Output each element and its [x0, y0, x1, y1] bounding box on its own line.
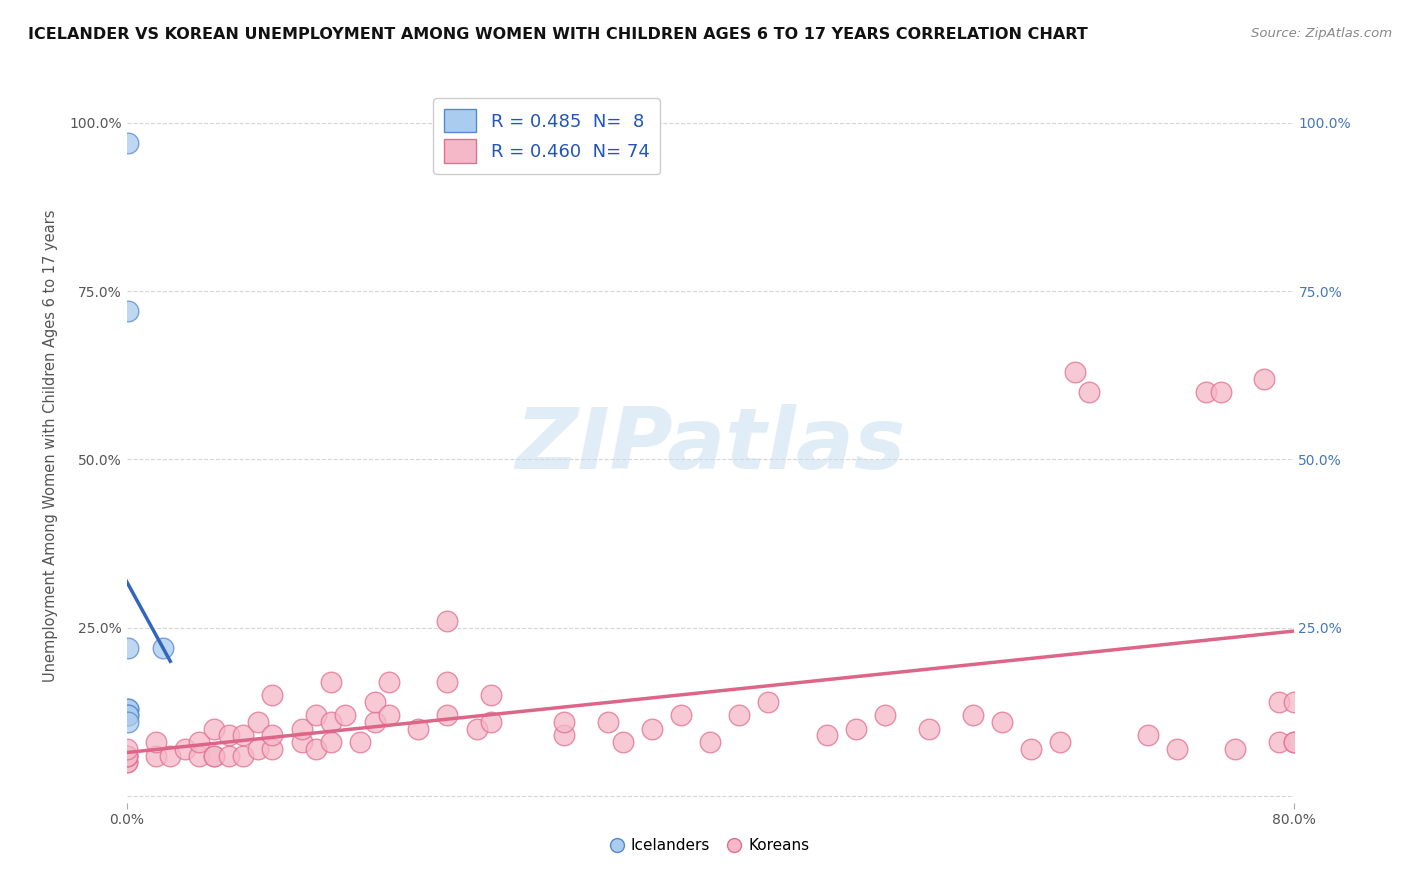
Point: [305, 742, 328, 756]
Point: [1268, 695, 1291, 709]
Point: [117, 701, 139, 715]
Point: [669, 708, 692, 723]
Point: [363, 695, 385, 709]
Point: [465, 722, 488, 736]
Point: [152, 640, 174, 655]
Point: [363, 714, 385, 729]
Point: [117, 708, 139, 723]
Point: [756, 695, 779, 709]
Point: [262, 729, 284, 743]
Point: [202, 722, 225, 736]
Point: [319, 714, 342, 729]
Point: [1063, 365, 1085, 379]
Point: [218, 748, 240, 763]
Point: [553, 714, 575, 729]
Point: [1166, 742, 1188, 756]
Point: [145, 735, 167, 749]
Point: [290, 722, 312, 736]
Point: [246, 714, 269, 729]
Point: [1282, 735, 1305, 749]
Point: [436, 674, 458, 689]
Point: [436, 708, 458, 723]
Point: [115, 748, 138, 763]
Point: [335, 708, 357, 723]
Point: [612, 735, 634, 749]
Point: [1195, 385, 1218, 400]
Point: [875, 708, 897, 723]
Point: [115, 748, 138, 763]
Point: [188, 735, 211, 749]
Point: [479, 714, 502, 729]
Point: [262, 742, 284, 756]
Point: [1282, 735, 1305, 749]
Point: [319, 674, 342, 689]
Y-axis label: Unemployment Among Women with Children Ages 6 to 17 years: Unemployment Among Women with Children A…: [44, 210, 58, 682]
Point: [159, 748, 181, 763]
Text: ZIPatlas: ZIPatlas: [515, 404, 905, 488]
Point: [115, 756, 138, 770]
Point: [246, 742, 269, 756]
Point: [232, 748, 254, 763]
Point: [188, 748, 211, 763]
Point: [115, 748, 138, 763]
Point: [408, 722, 430, 736]
Point: [115, 742, 138, 756]
Point: [202, 748, 225, 763]
Point: [378, 708, 401, 723]
Point: [640, 722, 664, 736]
Point: [918, 722, 941, 736]
Point: [962, 708, 984, 723]
Point: [117, 640, 139, 655]
Point: [232, 729, 254, 743]
Point: [117, 708, 139, 723]
Point: [845, 722, 868, 736]
Point: [262, 688, 284, 702]
Point: [117, 136, 139, 150]
Point: [378, 674, 401, 689]
Point: [319, 735, 342, 749]
Point: [305, 708, 328, 723]
Text: ICELANDER VS KOREAN UNEMPLOYMENT AMONG WOMEN WITH CHILDREN AGES 6 TO 17 YEARS CO: ICELANDER VS KOREAN UNEMPLOYMENT AMONG W…: [28, 27, 1088, 42]
Point: [117, 714, 139, 729]
Point: [117, 701, 139, 715]
Point: [436, 614, 458, 628]
Point: [1019, 742, 1042, 756]
Legend: Icelanders, Koreans: Icelanders, Koreans: [605, 832, 815, 859]
Point: [1136, 729, 1159, 743]
Point: [1223, 742, 1246, 756]
Point: [349, 735, 371, 749]
Point: [1268, 735, 1291, 749]
Point: [145, 748, 167, 763]
Point: [1078, 385, 1101, 400]
Point: [174, 742, 197, 756]
Point: [699, 735, 721, 749]
Point: [815, 729, 838, 743]
Point: [202, 748, 225, 763]
Point: [1049, 735, 1071, 749]
Point: [1209, 385, 1232, 400]
Point: [117, 304, 139, 318]
Point: [990, 714, 1012, 729]
Point: [1282, 695, 1305, 709]
Point: [290, 735, 312, 749]
Point: [115, 756, 138, 770]
Point: [553, 729, 575, 743]
Point: [218, 729, 240, 743]
Point: [728, 708, 751, 723]
Point: [1253, 372, 1275, 386]
Point: [596, 714, 619, 729]
Text: Source: ZipAtlas.com: Source: ZipAtlas.com: [1251, 27, 1392, 40]
Point: [479, 688, 502, 702]
